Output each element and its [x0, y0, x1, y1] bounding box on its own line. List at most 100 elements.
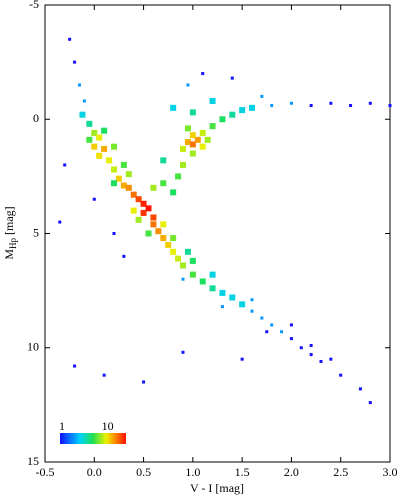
density-point	[230, 76, 234, 80]
density-point	[180, 161, 186, 168]
density-point	[145, 230, 152, 237]
x-tick-label: -0.5	[36, 465, 55, 479]
density-point	[358, 387, 362, 391]
density-point	[111, 143, 117, 150]
density-point	[194, 136, 201, 143]
density-point	[91, 143, 98, 150]
density-point	[270, 104, 274, 108]
density-point	[160, 235, 167, 242]
density-point	[265, 330, 269, 334]
density-point	[199, 278, 206, 285]
density-point	[165, 241, 172, 248]
density-point	[189, 150, 196, 157]
density-point	[240, 357, 244, 361]
density-point	[280, 330, 284, 334]
density-point	[349, 104, 353, 108]
density-point	[209, 271, 216, 278]
density-point	[220, 305, 224, 309]
density-point	[170, 235, 177, 242]
density-point	[140, 209, 147, 216]
density-point	[189, 132, 196, 139]
density-point	[79, 111, 86, 118]
y-label-rest: [mag]	[2, 206, 16, 235]
density-point	[112, 232, 116, 235]
x-tick-label: 2.5	[333, 465, 348, 479]
density-point	[73, 60, 77, 64]
density-point	[309, 353, 313, 357]
y-axis-label: MHp [mag]	[2, 206, 18, 259]
density-point	[86, 120, 93, 127]
density-point	[199, 143, 206, 150]
x-tick-label: 1.5	[235, 465, 250, 479]
density-point	[96, 134, 103, 141]
density-point	[125, 171, 132, 178]
density-point	[68, 37, 72, 41]
density-point	[250, 309, 254, 313]
density-point	[125, 184, 132, 191]
y-tick-label: 10	[27, 340, 39, 354]
density-point	[101, 145, 108, 152]
density-point	[58, 220, 62, 224]
density-point	[260, 316, 264, 320]
colorbar-tick-label: 10	[102, 419, 114, 433]
density-point	[289, 101, 293, 105]
density-point	[122, 254, 126, 258]
density-point	[299, 346, 303, 350]
density-point	[289, 323, 293, 327]
density-point	[201, 72, 205, 76]
y-label-sub: Hp	[8, 237, 18, 248]
density-point	[150, 214, 157, 221]
density-point	[102, 373, 106, 377]
density-point	[101, 127, 108, 134]
density-point	[91, 129, 98, 136]
density-point	[189, 141, 196, 148]
density-point	[135, 216, 142, 223]
density-point	[199, 129, 206, 136]
density-point	[150, 184, 157, 191]
density-point	[388, 104, 392, 108]
density-point	[319, 359, 323, 363]
density-point	[175, 173, 182, 180]
density-point	[229, 111, 236, 118]
density-point	[368, 401, 372, 405]
density-point	[184, 125, 191, 132]
density-point	[135, 196, 142, 203]
density-point	[181, 350, 185, 354]
density-point	[130, 207, 137, 214]
density-point	[329, 101, 333, 105]
density-point	[184, 248, 191, 255]
density-point	[73, 364, 77, 368]
density-point	[219, 116, 226, 123]
x-axis-label: V - I [mag]	[190, 481, 244, 495]
density-point	[250, 298, 254, 302]
density-point	[219, 289, 226, 296]
density-point	[142, 380, 146, 384]
density-point	[160, 221, 167, 228]
y-label-main: M	[2, 249, 16, 260]
density-point	[189, 109, 196, 116]
density-point	[96, 152, 103, 159]
density-point	[92, 197, 96, 201]
density-point	[170, 248, 177, 255]
x-tick-label: 0.5	[136, 465, 151, 479]
density-point	[204, 136, 211, 143]
density-point	[329, 357, 333, 361]
density-point	[145, 205, 152, 212]
density-point	[82, 99, 86, 103]
y-tick-label: 15	[27, 454, 39, 468]
density-point	[175, 255, 182, 262]
density-point	[260, 94, 264, 98]
density-point	[249, 104, 255, 111]
density-point	[78, 83, 81, 87]
density-point	[368, 101, 372, 105]
density-point	[86, 136, 93, 143]
density-point	[209, 285, 216, 292]
x-tick-label: 3.0	[383, 465, 398, 479]
density-point	[239, 301, 246, 308]
density-point	[209, 123, 216, 130]
density-point	[160, 180, 167, 187]
density-point	[120, 161, 127, 168]
density-point	[189, 257, 196, 264]
density-point	[209, 97, 216, 104]
